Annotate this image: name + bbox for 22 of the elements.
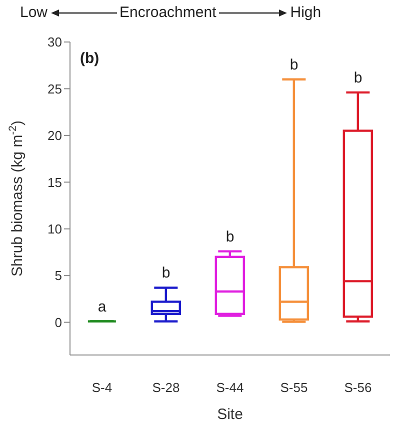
annotation: (b) — [80, 50, 100, 67]
annotation: b — [290, 56, 298, 74]
annotation: b — [162, 264, 170, 282]
y-tick-label: 5 — [54, 268, 62, 284]
x-tick-label: S-28 — [152, 380, 180, 396]
annotation: a — [98, 298, 107, 316]
annotation: b — [226, 228, 234, 246]
y-tick-label: 10 — [48, 221, 62, 236]
x-tick-label: S-55 — [280, 380, 308, 396]
x-tick-label: S-44 — [216, 380, 244, 396]
y-tick-label: 30 — [48, 34, 62, 50]
text: Low — [20, 4, 48, 21]
x-tick-label: S-4 — [92, 380, 112, 396]
y-tick-label: 20 — [48, 128, 62, 144]
text: High — [290, 4, 322, 21]
text: Encroachment — [120, 4, 216, 21]
x-tick-label: S-56 — [344, 380, 372, 396]
annotation: b — [354, 69, 362, 86]
y-tick-label: 15 — [48, 174, 62, 190]
y-tick-label: 25 — [48, 81, 62, 96]
y-tick-label: 0 — [54, 314, 62, 330]
x-axis-title: Site — [217, 406, 243, 423]
